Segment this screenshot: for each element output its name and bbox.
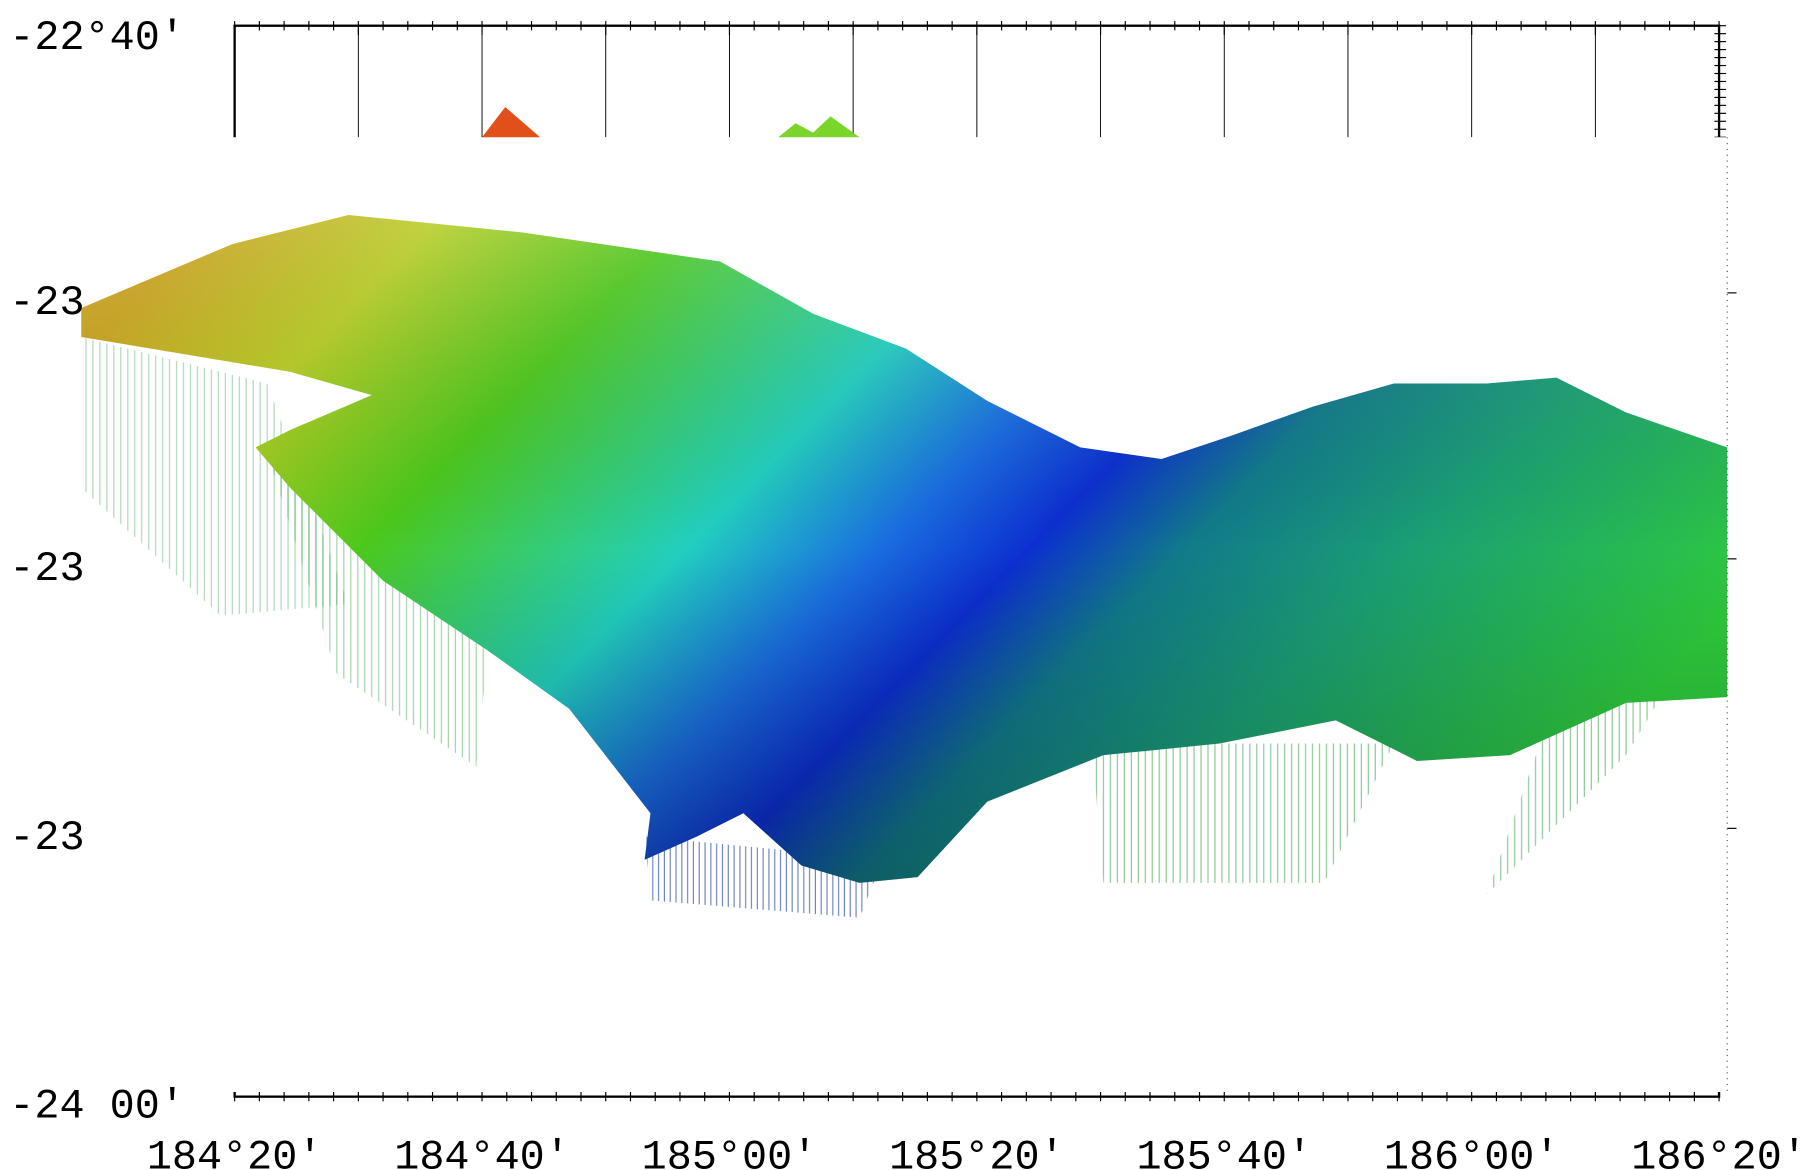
x-label: 185°20' — [889, 1134, 1065, 1170]
curtain — [267, 453, 488, 767]
y-label: -24 00' — [9, 1083, 185, 1131]
curtain — [1091, 743, 1394, 883]
curtain — [81, 337, 349, 616]
labels: -22°40' -23 -23 -23 -24 00'184°20' 184°40' 185… — [9, 14, 1807, 1170]
x-label: 185°00' — [642, 1134, 818, 1170]
x-label: 186°00' — [1384, 1134, 1560, 1170]
peak — [778, 116, 860, 138]
curtain — [1486, 697, 1661, 895]
y-label: -23 — [9, 279, 84, 327]
grid — [357, 25, 1596, 138]
x-label: 186°20' — [1631, 1134, 1807, 1170]
x-label: 184°20' — [147, 1134, 323, 1170]
peak — [482, 107, 541, 138]
x-label: 185°40' — [1136, 1134, 1312, 1170]
y-label: -22°40' — [9, 14, 185, 62]
y-label: -23 — [9, 545, 84, 593]
bathymetry-render — [81, 107, 1728, 1093]
terrain-shade — [81, 215, 1728, 883]
y-label: -23 — [9, 814, 84, 862]
x-label: 184°40' — [394, 1134, 570, 1170]
